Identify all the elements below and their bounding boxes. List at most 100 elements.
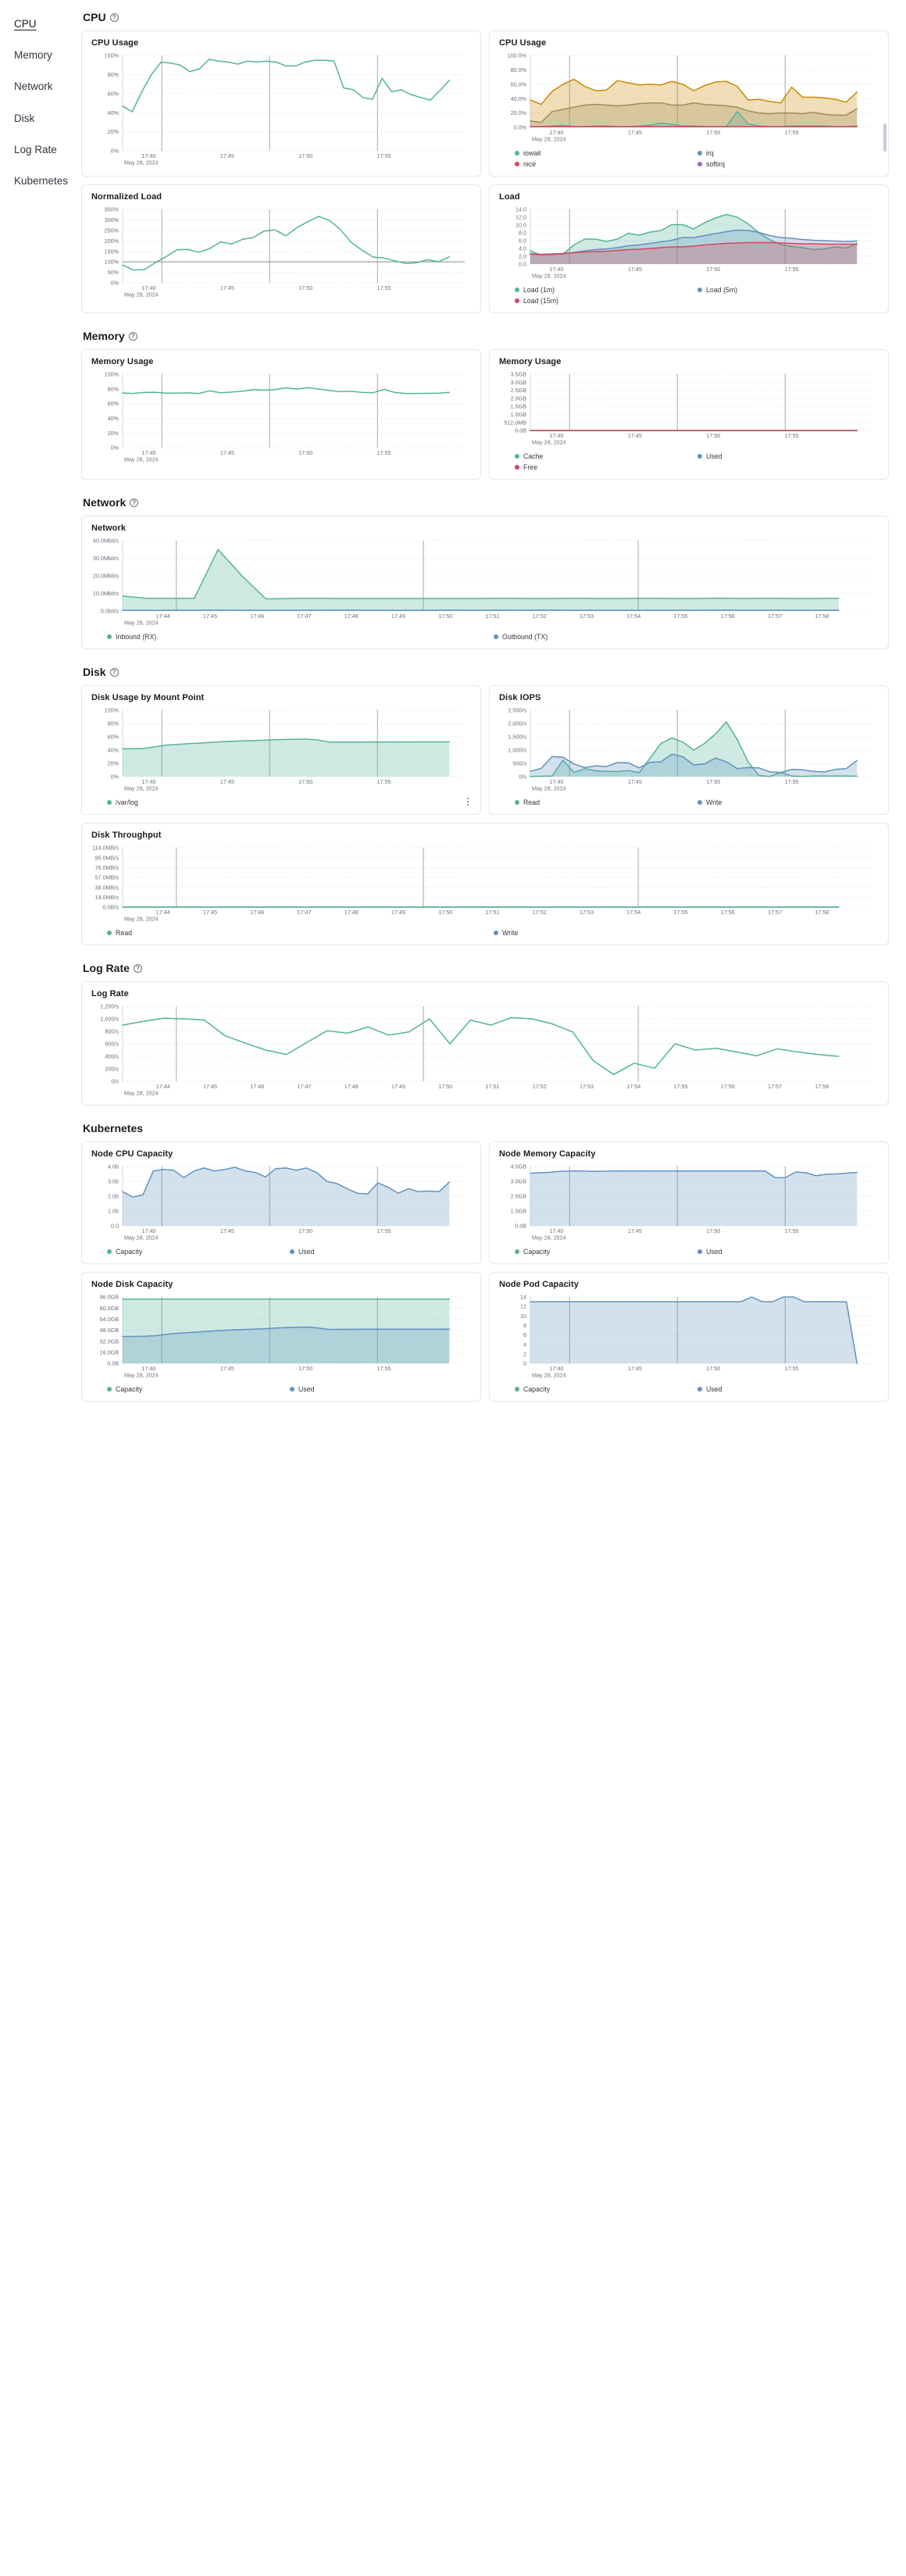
legend-item[interactable]: Write xyxy=(494,927,880,938)
legend-color-dot xyxy=(290,1249,294,1254)
cpu-row-2: Normalized Load 0% 50% 100% 150% 200% 250% 300… xyxy=(81,184,889,313)
svg-text:0.0: 0.0 xyxy=(111,1223,119,1230)
svg-text:May 28, 2024: May 28, 2024 xyxy=(532,136,566,143)
help-icon[interactable]: ? xyxy=(109,13,119,22)
sidebar-item-log-rate[interactable]: Log Rate xyxy=(14,143,57,155)
sidebar-item-memory[interactable]: Memory xyxy=(14,49,52,62)
more-options-icon[interactable] xyxy=(463,796,473,807)
legend-node-cpu: Capacity Used xyxy=(90,1246,473,1257)
chart-node-pod-capacity[interactable]: 0 2 4 6 8 10 12 14 17:40 17:45 17:50 17:55 May 28, 2… xyxy=(498,1292,880,1381)
legend-label: Used xyxy=(706,1385,722,1393)
legend-color-dot xyxy=(697,1387,702,1392)
legend-item[interactable]: Capacity xyxy=(515,1246,697,1257)
chart-network[interactable]: 0.0bit/s 10.0Mbit/s 20.0Mbit/s 30.0Mbit/s 40… xyxy=(90,536,880,628)
svg-text:17:45: 17:45 xyxy=(628,129,642,136)
legend-item[interactable]: Used xyxy=(697,1246,880,1257)
section-nav-sidebar: CPU Memory Network Disk Log Rate Kuberne… xyxy=(14,11,75,202)
sidebar-item-disk[interactable]: Disk xyxy=(14,112,35,124)
legend-item[interactable]: Used xyxy=(697,451,880,462)
svg-text:38.0MB/s: 38.0MB/s xyxy=(95,884,119,891)
chart-node-disk-capacity[interactable]: 0.0B 16.0GB 32.0GB 48.0GB 64.0GB 80.0GB 96.0GB… xyxy=(90,1292,473,1381)
svg-text:17:45: 17:45 xyxy=(628,266,642,273)
chart-disk-throughput[interactable]: 0.0B/s 19.0MB/s 38.0MB/s 57.0MB/s 76.0MB/s 95… xyxy=(90,843,880,924)
panel-title: Normalized Load xyxy=(91,192,162,202)
chart-cpu-usage-line[interactable]: 0% 20% 40% 60% 80% 100% 17:40 17:45 17:50 17:55 Ma… xyxy=(90,51,473,168)
legend-item[interactable]: Load (5m) xyxy=(697,284,880,295)
chart-node-cpu-capacity[interactable]: 0.0 1.0b 2.0b 3.0b 4.0b 17:40 17:45 17:50 17:55 M… xyxy=(90,1162,473,1243)
svg-text:17:53: 17:53 xyxy=(580,909,594,916)
legend-label: Write xyxy=(706,799,722,806)
panel-scrollbar[interactable] xyxy=(883,123,886,152)
chart-memory-usage-line[interactable]: 0% 20% 40% 60% 80% 100% 17:40 17:45 17:50 17:55 Ma… xyxy=(90,370,473,465)
legend-item[interactable]: Read xyxy=(515,797,697,808)
svg-text:17:40: 17:40 xyxy=(550,129,564,136)
legend-item[interactable]: softirq xyxy=(697,159,880,170)
legend-item[interactable]: Load (15m) xyxy=(515,295,697,306)
panel-log-rate: Log Rate 0/s 200/s 400/s 600/s 800/s 1,000/s 1… xyxy=(81,981,889,1106)
legend-item[interactable]: nice xyxy=(515,159,697,170)
chart-normalized-load[interactable]: 0% 50% 100% 150% 200% 250% 300% 350% 17:40 17:45 1… xyxy=(90,205,473,300)
chart-disk-iops[interactable]: 0/s 500/s 1,000/s 1,500/s 2,000/s 2,500/s 17:4… xyxy=(498,706,880,794)
legend-item[interactable]: Write xyxy=(697,797,880,808)
svg-text:80.0GB: 80.0GB xyxy=(100,1305,119,1312)
legend-item[interactable]: Capacity xyxy=(515,1384,697,1395)
panel-title: Node Disk Capacity xyxy=(91,1280,173,1289)
svg-text:17:50: 17:50 xyxy=(298,1227,312,1234)
panel-memory-usage-line: Memory Usage 0% 20% 40% 60% 80% 100% 17:40 17:4… xyxy=(81,349,481,480)
chart-memory-usage-stacked[interactable]: 0.0B 512.0MB 1.0GB 1.5GB 2.0GB 2.5GB 3.0GB 3.5G… xyxy=(498,370,880,448)
legend-color-dot xyxy=(290,1387,294,1392)
svg-text:20%: 20% xyxy=(108,128,119,135)
legend-item[interactable]: Used xyxy=(290,1384,473,1395)
legend-item[interactable]: Used xyxy=(290,1246,473,1257)
panel-title: Network xyxy=(91,523,127,533)
legend-item[interactable]: Used xyxy=(697,1384,880,1395)
svg-text:17:50: 17:50 xyxy=(298,152,312,159)
svg-text:64.0GB: 64.0GB xyxy=(100,1316,119,1323)
help-icon[interactable]: ? xyxy=(109,667,119,677)
panel-node-pod-capacity: Node Pod Capacity 0 2 4 6 8 10 12 14 17:40 17:45 1… xyxy=(489,1272,889,1402)
chart-node-memory-capacity[interactable]: 0.0B 1.0GB 2.0GB 3.0GB 4.0GB 17:40 17:45 17:50 1… xyxy=(498,1162,880,1243)
svg-text:2.0b: 2.0b xyxy=(108,1193,119,1200)
svg-text:40.0Mbit/s: 40.0Mbit/s xyxy=(93,538,119,545)
legend-item[interactable]: Inbound (RX) xyxy=(107,631,494,642)
help-icon[interactable]: ? xyxy=(133,963,142,973)
chart-cpu-usage-breakdown[interactable]: 0.0% 20.0% 40.0% 60.0% 80.0% 100.0% 17:40 17:45… xyxy=(498,51,880,145)
legend-item[interactable]: /var/log xyxy=(107,797,473,808)
chart-disk-usage-mount[interactable]: 0% 20% 40% 60% 80% 100% 17:40 17:45 17:50 17:55 Ma… xyxy=(90,706,473,794)
legend-item[interactable]: Capacity xyxy=(107,1384,290,1395)
legend-label: softirq xyxy=(706,160,725,168)
legend-item[interactable]: Outbound (TX) xyxy=(494,631,880,642)
svg-text:20%: 20% xyxy=(108,760,119,767)
legend-label: Used xyxy=(298,1385,315,1393)
svg-text:17:50: 17:50 xyxy=(706,129,720,136)
svg-text:17:45: 17:45 xyxy=(203,1083,217,1090)
chart-log-rate[interactable]: 0/s 200/s 400/s 600/s 800/s 1,000/s 1,200/s 17:… xyxy=(90,1002,880,1099)
svg-text:17:58: 17:58 xyxy=(815,1083,829,1090)
legend-item[interactable]: iowait xyxy=(515,148,697,159)
legend-color-dot xyxy=(494,931,498,935)
sidebar-item-network[interactable]: Network xyxy=(14,80,53,93)
svg-text:17:50: 17:50 xyxy=(298,778,312,785)
chart-load[interactable]: 0.0 2.0 4.0 6.0 8.0 10.0 12.0 14.0 17:40 17:45 17:… xyxy=(498,205,880,281)
svg-text:17:48: 17:48 xyxy=(344,613,358,620)
legend-disk-throughput: Read Write xyxy=(90,927,880,938)
help-icon[interactable]: ? xyxy=(130,498,139,507)
legend-item[interactable]: Read xyxy=(107,927,494,938)
svg-text:4.0b: 4.0b xyxy=(108,1163,119,1170)
cpu-row-1: CPU Usage 0% 20% 40% 60% 80% 100% 17:40 17:45 17… xyxy=(81,30,889,177)
sidebar-item-kubernetes[interactable]: Kubernetes xyxy=(14,174,69,187)
legend-item[interactable]: irq xyxy=(697,148,880,159)
svg-text:17:50: 17:50 xyxy=(298,449,312,456)
legend-item[interactable]: Free xyxy=(515,462,697,473)
svg-text:17:51: 17:51 xyxy=(485,909,499,916)
sidebar-item-cpu[interactable]: CPU xyxy=(14,18,37,30)
legend-color-dot xyxy=(515,162,519,166)
help-icon[interactable]: ? xyxy=(128,331,137,341)
legend-item[interactable]: Load (1m) xyxy=(515,284,697,295)
legend-item[interactable]: Cache xyxy=(515,451,697,462)
svg-text:17:40: 17:40 xyxy=(142,449,156,456)
svg-text:17:40: 17:40 xyxy=(142,1227,156,1234)
legend-item[interactable]: Capacity xyxy=(107,1246,290,1257)
svg-text:512.0MB: 512.0MB xyxy=(504,419,526,426)
svg-text:1,000/s: 1,000/s xyxy=(100,1016,119,1023)
